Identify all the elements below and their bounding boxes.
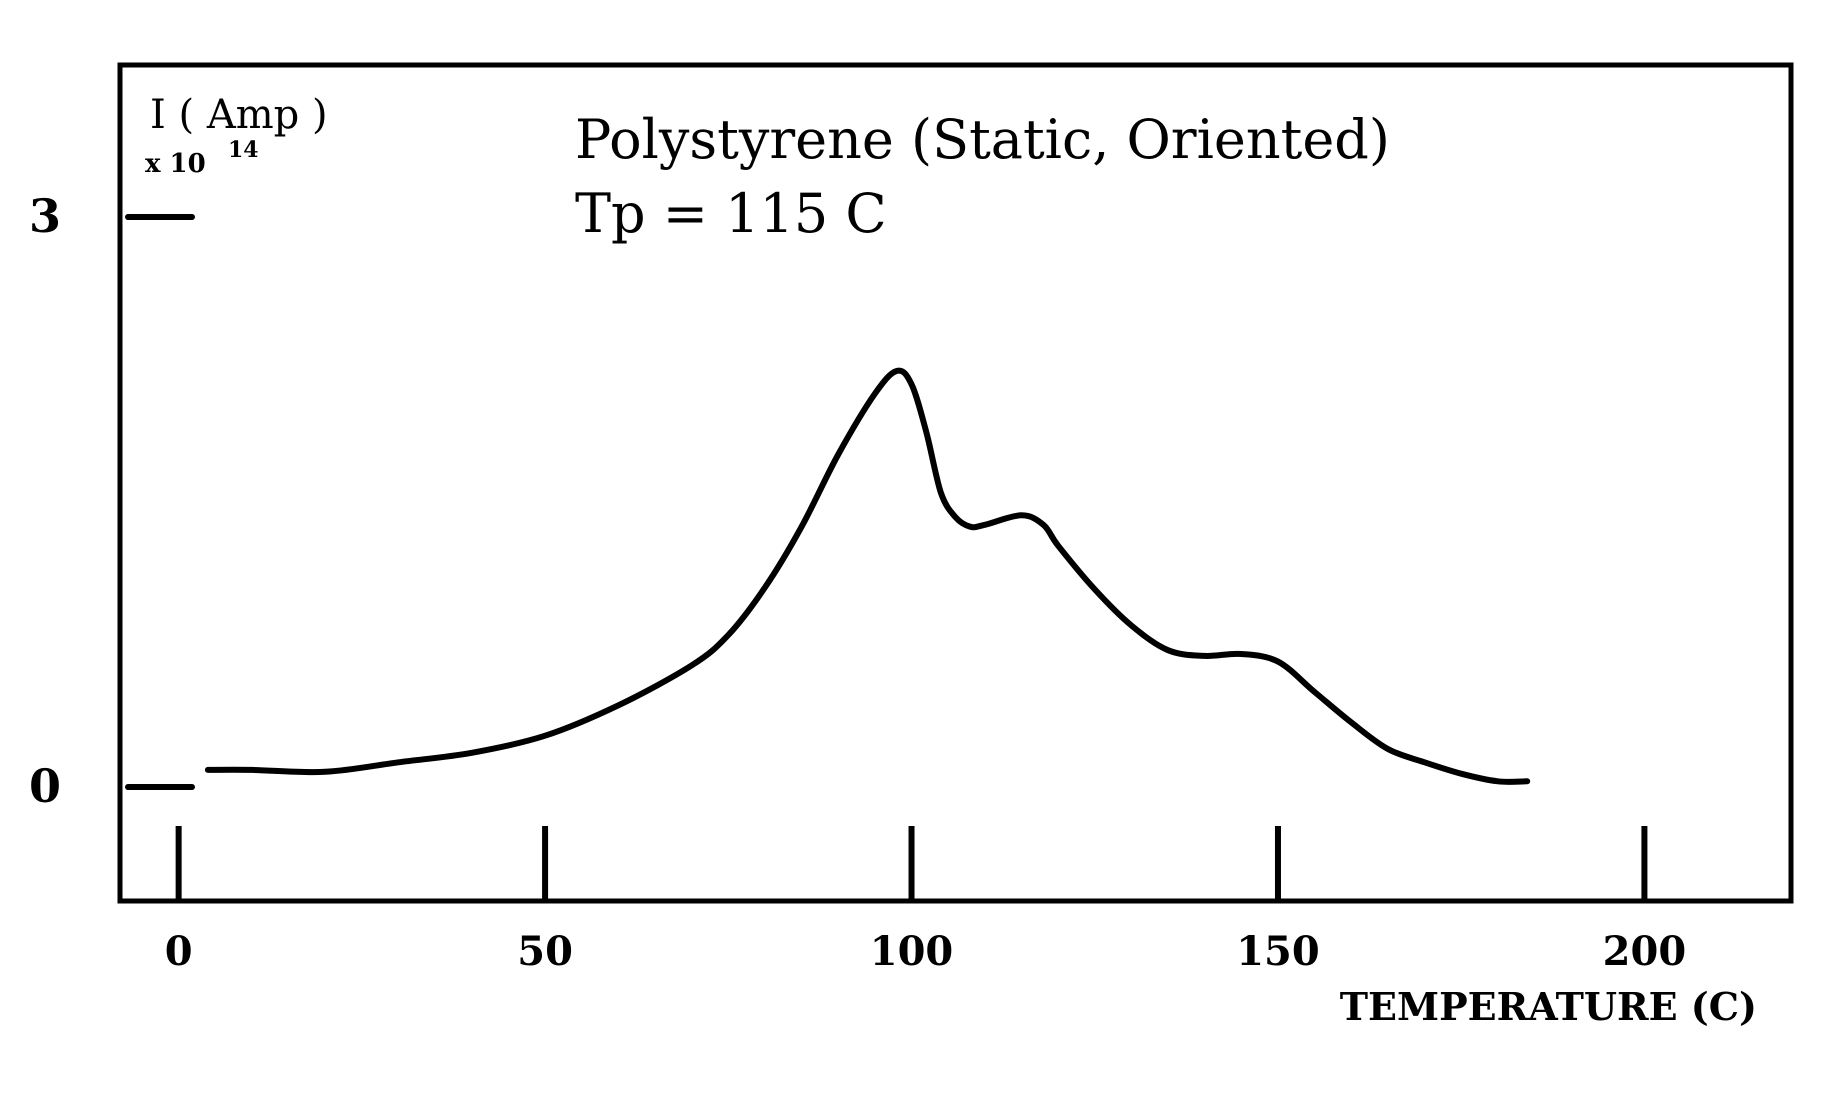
x-tick-label-200: 200 (1603, 928, 1687, 975)
x-tick-label-50: 50 (517, 928, 573, 975)
x-tick-label-0: 0 (165, 928, 193, 975)
y-axis-label: I ( Amp ) (150, 92, 328, 138)
chart-subtitle: Tp = 115 C (575, 182, 887, 245)
y-axis-scale-base: x 10 (145, 149, 206, 179)
x-tick-label-100: 100 (870, 928, 954, 975)
y-axis-scale-exponent: 14 (228, 137, 259, 163)
y-tick-label-3: 3 (29, 189, 61, 243)
x-tick-label-150: 150 (1236, 928, 1320, 975)
x-axis: 0 50 100 150 200 (165, 826, 1686, 975)
x-axis-label: TEMPERATURE (C) (1340, 984, 1757, 1029)
plot-frame (117, 62, 1794, 904)
y-axis: 03 (29, 189, 195, 813)
chart-title: Polystyrene (Static, Oriented) (575, 108, 1390, 171)
y-tick-label-0: 0 (29, 759, 61, 813)
series-line (204, 367, 1531, 785)
